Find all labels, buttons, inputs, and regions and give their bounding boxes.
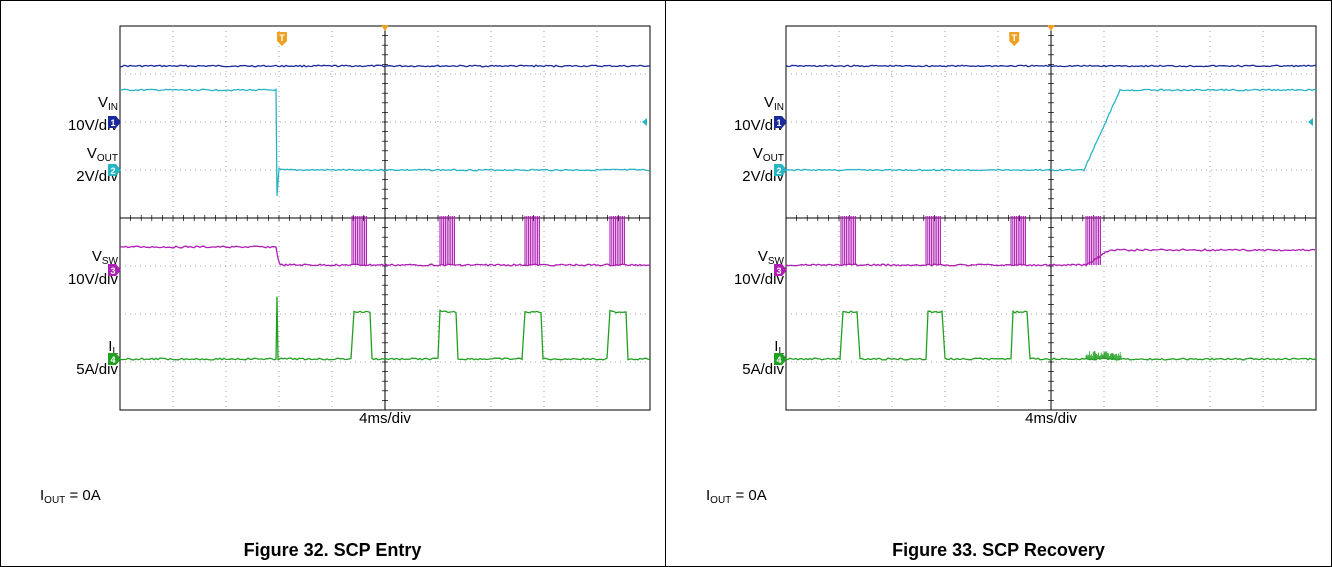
test-condition: IOUT = 0A xyxy=(40,487,101,506)
ch2-scale: 2V/div xyxy=(742,168,784,185)
trace-vin xyxy=(785,64,1317,68)
trace-il xyxy=(785,309,1317,361)
trigger-marker-label: T xyxy=(1012,33,1018,43)
ch1-marker: 1 xyxy=(108,116,121,128)
ch3-marker-label: 3 xyxy=(110,266,115,276)
scope-plot-recovery: T 1 2 3 4 xyxy=(774,25,1317,411)
trigger-marker-label: T xyxy=(279,33,285,43)
ch4-name: IL xyxy=(108,338,118,357)
channel-labels: VIN 10V/div VOUT 2V/div VSW 10V/div IL 5… xyxy=(0,0,118,410)
ch2-marker-label: 2 xyxy=(776,166,781,176)
trace-vsw xyxy=(785,248,1316,267)
trace-vin xyxy=(119,64,650,68)
ch2-name: VOUT xyxy=(86,145,118,164)
ch2-marker: 2 xyxy=(774,164,787,176)
center-marker xyxy=(1047,25,1055,31)
label-vin: VIN 10V/div xyxy=(734,94,784,135)
panel-divider xyxy=(665,0,666,567)
label-vout: VOUT 2V/div xyxy=(742,145,784,186)
ch3-name: VSW xyxy=(91,248,118,267)
label-vsw: VSW 10V/div xyxy=(734,248,784,289)
ch3-scale: 10V/div xyxy=(67,271,118,288)
center-marker xyxy=(381,25,389,31)
ch3-marker-label: 3 xyxy=(776,266,781,276)
label-il: IL 5A/div xyxy=(742,338,784,379)
ch4-marker-label: 4 xyxy=(776,355,781,365)
ch4-marker-label: 4 xyxy=(110,355,115,365)
ch3-name: VSW xyxy=(757,248,784,267)
figure-caption: Figure 32. SCP Entry xyxy=(243,540,422,560)
figure-caption: Figure 33. SCP Recovery xyxy=(892,540,1105,560)
panel-scp-recovery: VIN 10V/div VOUT 2V/div VSW 10V/div IL 5… xyxy=(666,0,1331,567)
trace-vout xyxy=(119,88,650,196)
ch1-marker-label: 1 xyxy=(776,118,781,128)
ch1-scale: 10V/div xyxy=(67,117,118,134)
ch2-marker-label: 2 xyxy=(110,166,115,176)
ch3-scale: 10V/div xyxy=(733,271,784,288)
ch1-name: VIN xyxy=(97,94,118,113)
timebase-label: 4ms/div xyxy=(359,410,411,427)
ch1-scale: 10V/div xyxy=(733,117,784,134)
label-il: IL 5A/div xyxy=(76,338,118,379)
ch2-offset-marker xyxy=(642,118,647,126)
ch2-offset-marker xyxy=(1308,118,1313,126)
panel-scp-entry: VIN 10V/div VOUT 2V/div VSW 10V/div IL 5… xyxy=(0,0,665,567)
trigger-marker: T xyxy=(277,32,287,46)
trace-vout xyxy=(785,88,1317,172)
ch1-marker-label: 1 xyxy=(110,118,115,128)
trace-vsw xyxy=(119,245,651,267)
trigger-marker: T xyxy=(1009,32,1020,46)
label-vsw: VSW 10V/div xyxy=(68,248,118,289)
timebase-label: 4ms/div xyxy=(1025,410,1077,427)
ch4-marker: 4 xyxy=(108,353,121,365)
label-vout: VOUT 2V/div xyxy=(76,145,118,186)
label-vin: VIN 10V/div xyxy=(68,94,118,135)
trace-il xyxy=(119,296,651,361)
ch2-name: VOUT xyxy=(752,145,784,164)
ch1-name: VIN xyxy=(763,94,784,113)
test-condition: IOUT = 0A xyxy=(706,487,767,506)
ch2-scale: 2V/div xyxy=(76,168,118,185)
ch3-marker: 3 xyxy=(774,264,787,276)
scope-plot-entry: T 1 2 3 4 xyxy=(108,25,651,411)
ch4-scale: 5A/div xyxy=(742,361,784,378)
ch4-scale: 5A/div xyxy=(76,361,118,378)
ch4-marker: 4 xyxy=(774,353,787,365)
ch3-marker: 3 xyxy=(108,264,121,276)
ch1-marker: 1 xyxy=(774,116,787,128)
ch4-name: IL xyxy=(774,338,784,357)
ch2-marker: 2 xyxy=(108,164,121,176)
channel-labels: VIN 10V/div VOUT 2V/div VSW 10V/div IL 5… xyxy=(666,0,784,410)
